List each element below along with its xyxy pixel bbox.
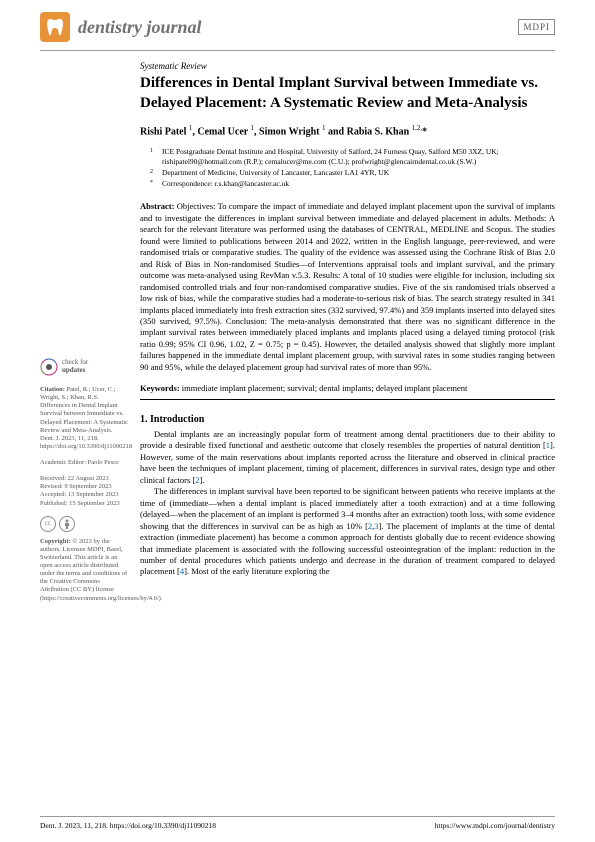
keywords-divider [140, 399, 555, 400]
affil-num: 2 [150, 168, 156, 178]
copyright-label: Copyright: [40, 538, 71, 545]
article-type: Systematic Review [140, 61, 555, 71]
sidebar: check for updates Citation: Patel, R.; U… [40, 358, 128, 603]
cc-icon: cc [40, 516, 56, 532]
affiliation-row: 1 ICE Postgraduate Dental Institute and … [150, 147, 555, 167]
footer-right: https://www.mdpi.com/journal/dentistry [435, 821, 555, 830]
dates-block: Received: 22 August 2023 Revised: 9 Sept… [40, 475, 128, 508]
intro-para-1: Dental implants are an increasingly popu… [140, 429, 555, 486]
copyright-block: Copyright: © 2023 by the authors. Licens… [40, 538, 128, 603]
affil-text: Department of Medicine, University of La… [162, 168, 389, 178]
article-title: Differences in Dental Implant Survival b… [140, 73, 555, 114]
ref-link[interactable]: 2 [368, 521, 372, 531]
citation-text: Patel, R.; Ucer, C.; Wright, S.; Khan, R… [40, 386, 132, 450]
section-heading: 1. Introduction [140, 414, 555, 425]
cc-license-icons: cc [40, 516, 128, 532]
page-footer: Dent. J. 2023, 11, 218. https://doi.org/… [40, 816, 555, 830]
journal-logo-area: dentistry journal [40, 12, 202, 42]
footer-left: Dent. J. 2023, 11, 218. https://doi.org/… [40, 821, 216, 830]
affiliations: 1 ICE Postgraduate Dental Institute and … [140, 147, 555, 190]
revised-date: Revised: 9 September 2023 [40, 483, 128, 491]
publisher-logo: MDPI [518, 19, 555, 35]
received-date: Received: 22 August 2023 [40, 475, 128, 483]
header-divider [40, 50, 555, 51]
journal-name: dentistry journal [78, 17, 202, 38]
affil-text: Correspondence: r.s.khan@lancaster.ac.uk [162, 179, 289, 189]
editor-block: Academic Editor: Paolo Pesce [40, 459, 128, 467]
keywords-label: Keywords: [140, 383, 180, 393]
check-updates-text: check for updates [62, 359, 88, 374]
affil-text: ICE Postgraduate Dental Institute and Ho… [162, 147, 555, 167]
abstract: Abstract: Objectives: To compare the imp… [140, 201, 555, 373]
affiliation-row: * Correspondence: r.s.khan@lancaster.ac.… [150, 179, 555, 189]
abstract-text: Objectives: To compare the impact of imm… [140, 201, 555, 372]
accepted-date: Accepted: 13 September 2023 [40, 491, 128, 499]
intro-para-2: The differences in implant survival have… [140, 486, 555, 578]
published-date: Published: 15 September 2023 [40, 500, 128, 508]
keywords: Keywords: immediate implant placement; s… [140, 383, 555, 394]
header-bar: dentistry journal MDPI [0, 0, 595, 50]
abstract-label: Abstract: [140, 201, 174, 211]
by-icon [59, 516, 75, 532]
citation-label: Citation: [40, 386, 65, 393]
tooth-icon [40, 12, 70, 42]
check-updates-badge[interactable]: check for updates [40, 358, 128, 376]
affiliation-row: 2 Department of Medicine, University of … [150, 168, 555, 178]
affil-num: * [150, 179, 156, 189]
keywords-text: immediate implant placement; survival; d… [180, 383, 468, 393]
citation-block: Citation: Patel, R.; Ucer, C.; Wright, S… [40, 386, 128, 451]
check-updates-icon [40, 358, 58, 376]
author-list: Rishi Patel 1, Cemal Ucer 1, Simon Wrigh… [140, 124, 555, 137]
affil-num: 1 [150, 147, 156, 167]
